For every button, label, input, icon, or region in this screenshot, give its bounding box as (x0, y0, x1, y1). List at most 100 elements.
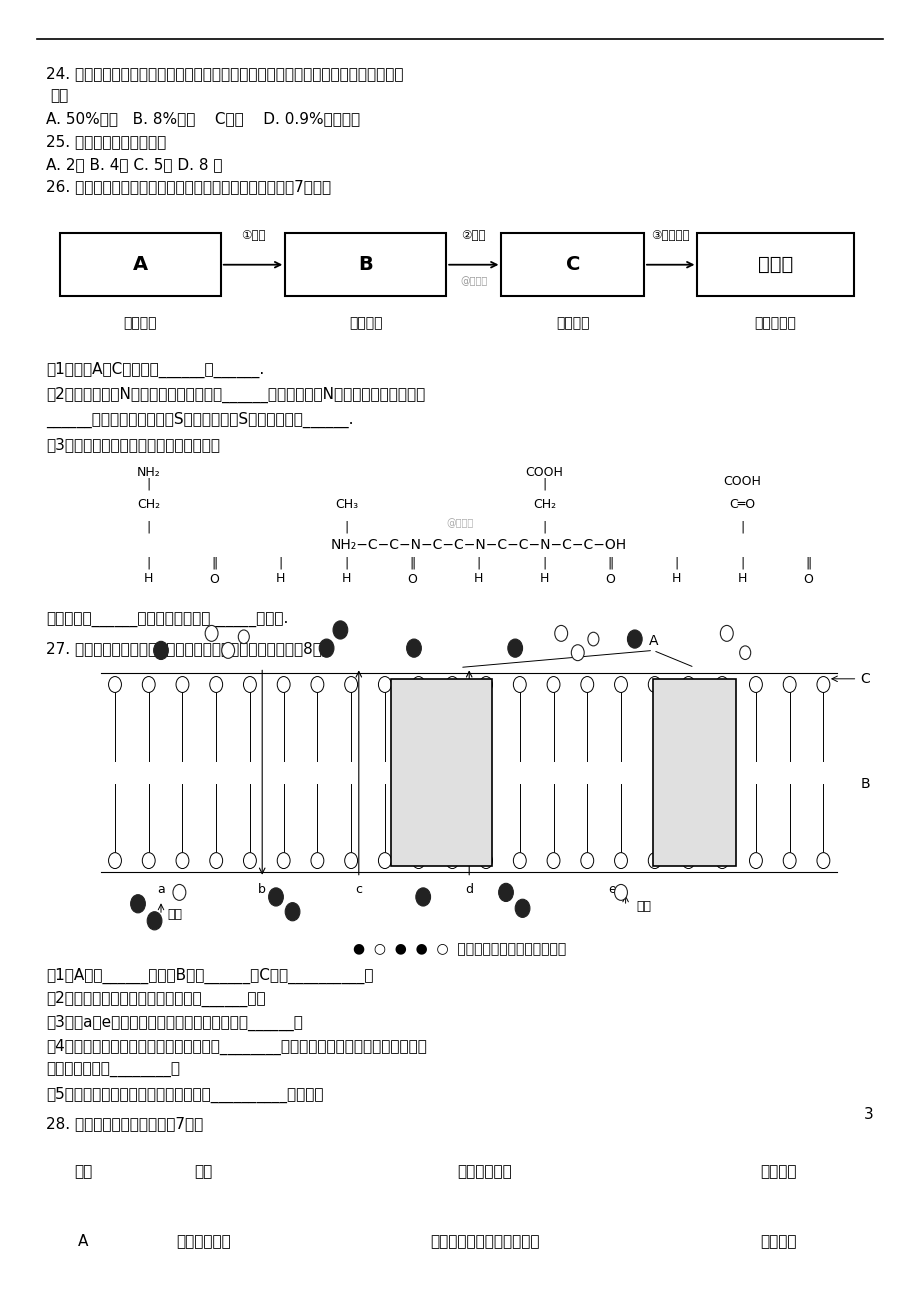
Text: 28. 回答有关实验的问题：（7分）: 28. 回答有关实验的问题：（7分） (46, 1116, 203, 1131)
Text: H: H (737, 572, 746, 585)
Bar (683, 1204, 873, 1279)
Bar (652, 678, 735, 866)
Circle shape (571, 644, 584, 660)
Circle shape (614, 884, 627, 901)
Circle shape (715, 853, 728, 868)
Text: 27. 如图为物质出入细胞膜的示意图，据图回答下列问题：（8分）: 27. 如图为物质出入细胞膜的示意图，据图回答下列问题：（8分） (46, 642, 331, 656)
Bar (120, 1279, 286, 1302)
Text: A: A (648, 634, 657, 648)
Circle shape (614, 853, 627, 868)
Circle shape (782, 677, 795, 693)
Text: |: | (674, 556, 677, 569)
Circle shape (547, 677, 560, 693)
Text: 24. 利用甲基绿和吡罗红，观察人体口腔上皮细胞核酸的分布时，不需要用到的试剂是: 24. 利用甲基绿和吡罗红，观察人体口腔上皮细胞核酸的分布时，不需要用到的试剂是 (46, 66, 403, 81)
Circle shape (142, 677, 155, 693)
Circle shape (221, 642, 234, 659)
Text: 材料: 材料 (194, 1164, 212, 1180)
Text: 主要实验试剂: 主要实验试剂 (457, 1164, 512, 1180)
Text: O: O (605, 573, 615, 586)
Circle shape (277, 853, 289, 868)
Circle shape (580, 677, 593, 693)
Circle shape (345, 677, 357, 693)
Circle shape (627, 630, 641, 648)
Circle shape (554, 625, 567, 642)
Text: H: H (276, 572, 285, 585)
Text: |: | (344, 521, 348, 534)
Text: 观察记录: 观察记录 (760, 1164, 796, 1180)
Text: A: A (132, 255, 148, 275)
Circle shape (147, 911, 162, 930)
Text: ‖: ‖ (409, 556, 415, 569)
Text: CH₂: CH₂ (532, 497, 555, 510)
Text: C: C (859, 672, 869, 686)
Circle shape (210, 677, 222, 693)
Text: （3）如图为一肽链的结构图，据图回答：: （3）如图为一肽链的结构图，据图回答： (46, 437, 220, 452)
Circle shape (587, 633, 598, 646)
Text: a: a (157, 883, 165, 896)
Text: ③盘曲折叠: ③盘曲折叠 (651, 229, 689, 242)
Text: 基本元素: 基本元素 (123, 316, 157, 331)
Text: ●  ○  ●  ●  ○  分别代表各种物质分子或离子: ● ○ ● ● ○ 分别代表各种物质分子或离子 (353, 943, 566, 957)
Circle shape (547, 853, 560, 868)
Text: ‖: ‖ (804, 556, 811, 569)
Text: 新制蔗糖溶液: 新制蔗糖溶液 (176, 1234, 231, 1249)
Text: O: O (210, 573, 220, 586)
Circle shape (130, 894, 145, 913)
Text: （5）细胞融合的实验证明了细胞膜具有__________的特点。: （5）细胞融合的实验证明了细胞膜具有__________的特点。 (46, 1087, 323, 1103)
Text: |: | (344, 556, 348, 569)
Circle shape (406, 639, 421, 658)
Circle shape (479, 677, 492, 693)
Circle shape (311, 853, 323, 868)
Circle shape (268, 888, 283, 906)
Text: d: d (465, 883, 472, 896)
Bar (60, 233, 221, 296)
Text: 颜色反应: 颜色反应 (760, 1234, 796, 1249)
Text: O: O (407, 573, 417, 586)
Circle shape (205, 625, 218, 642)
Circle shape (479, 853, 492, 868)
Text: c: c (355, 883, 362, 896)
Circle shape (614, 677, 627, 693)
Circle shape (498, 883, 513, 901)
Circle shape (285, 902, 300, 921)
Text: |: | (739, 521, 743, 534)
Circle shape (446, 677, 459, 693)
Text: 组别: 组别 (74, 1164, 92, 1180)
Bar (391, 678, 492, 866)
Bar (683, 1139, 873, 1204)
Bar (285, 233, 446, 296)
Text: |: | (541, 556, 546, 569)
Text: A. 50%酒精   B. 8%盐酸    C清水    D. 0.9%生理盐水: A. 50%酒精 B. 8%盐酸 C清水 D. 0.9%生理盐水 (46, 112, 359, 126)
Text: 25. 细胞中的核苷酸有（）: 25. 细胞中的核苷酸有（） (46, 134, 166, 148)
Text: @正确云: @正确云 (460, 276, 487, 286)
Circle shape (681, 677, 694, 693)
Circle shape (412, 853, 425, 868)
Circle shape (749, 677, 762, 693)
Bar (683, 1279, 873, 1302)
Circle shape (515, 900, 529, 918)
Bar (286, 1204, 683, 1279)
Text: ‖: ‖ (211, 556, 218, 569)
Text: COOH: COOH (722, 475, 760, 488)
Circle shape (333, 621, 347, 639)
Bar (46, 1204, 120, 1279)
Bar (46, 1279, 120, 1302)
Text: 基本单位: 基本单位 (348, 316, 382, 331)
Circle shape (108, 853, 121, 868)
Text: ______．多数蛋白质中含有S，在氨基酸中S存在的部位是______.: ______．多数蛋白质中含有S，在氨基酸中S存在的部位是______. (46, 411, 353, 428)
Circle shape (681, 853, 694, 868)
Text: 能量: 能量 (636, 901, 651, 914)
Text: 能量: 能量 (167, 909, 182, 922)
Circle shape (412, 677, 425, 693)
Text: 链状物质: 链状物质 (555, 316, 589, 331)
Circle shape (319, 639, 334, 658)
Text: C: C (565, 255, 579, 275)
Circle shape (720, 625, 732, 642)
Text: 3: 3 (863, 1108, 873, 1122)
Text: 蛋白质: 蛋白质 (757, 255, 792, 275)
Text: 新制的斐林试剂甲液、乙液: 新制的斐林试剂甲液、乙液 (429, 1234, 539, 1249)
Text: |: | (541, 521, 546, 534)
Text: B: B (357, 255, 373, 275)
Bar (46, 1139, 120, 1204)
Text: 生物大分子: 生物大分子 (754, 316, 796, 331)
